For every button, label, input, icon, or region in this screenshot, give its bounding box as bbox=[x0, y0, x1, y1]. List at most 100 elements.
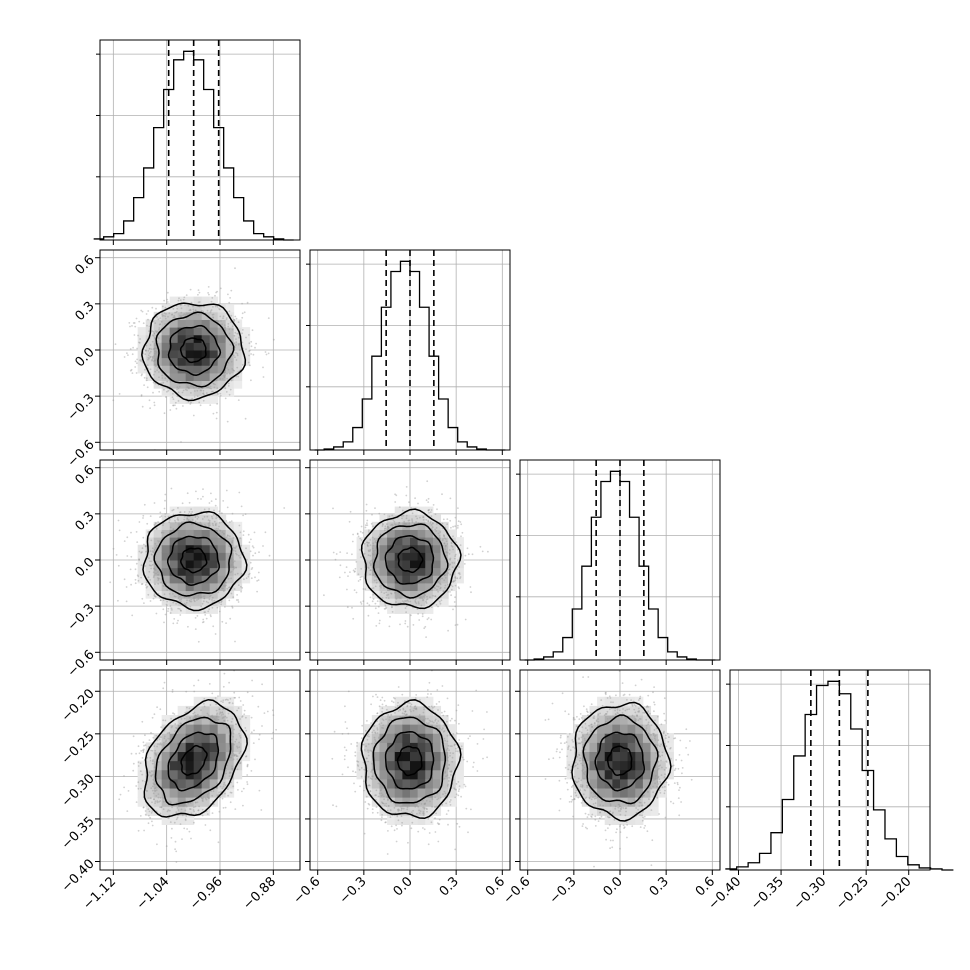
scatter-point bbox=[581, 784, 584, 786]
scatter-point bbox=[399, 708, 402, 711]
scatter-point bbox=[360, 556, 362, 559]
scatter-point bbox=[203, 305, 206, 308]
density-cell bbox=[417, 582, 426, 592]
scatter-point bbox=[174, 519, 176, 522]
density-cell bbox=[589, 733, 598, 743]
scatter-point bbox=[271, 737, 273, 740]
scatter-point bbox=[166, 589, 169, 591]
scatter-point bbox=[389, 615, 391, 618]
density-cell bbox=[642, 751, 652, 762]
scatter-point bbox=[217, 695, 219, 697]
scatter-point bbox=[424, 625, 427, 628]
scatter-point bbox=[245, 547, 247, 550]
scatter-point bbox=[169, 821, 172, 823]
scatter-point bbox=[227, 699, 229, 701]
scatter-point bbox=[137, 761, 140, 764]
density-cell bbox=[225, 696, 235, 707]
scatter-point bbox=[589, 712, 592, 714]
scatter-point bbox=[195, 714, 198, 717]
scatter-point bbox=[586, 733, 589, 736]
scatter-point bbox=[399, 805, 402, 808]
scatter-point bbox=[457, 781, 460, 783]
scatter-point bbox=[172, 508, 175, 511]
scatter-point bbox=[179, 304, 182, 307]
scatter-point bbox=[236, 745, 238, 748]
scatter-point bbox=[405, 605, 408, 608]
density-cell bbox=[161, 311, 171, 320]
density-cell bbox=[425, 733, 434, 743]
scatter-point bbox=[421, 613, 424, 615]
scatter-point bbox=[149, 797, 152, 799]
scatter-point bbox=[616, 708, 619, 711]
scatter-point bbox=[209, 829, 212, 832]
scatter-point bbox=[423, 593, 426, 596]
density-cell bbox=[394, 797, 403, 807]
density-cell bbox=[185, 342, 195, 351]
density-cell bbox=[201, 372, 211, 382]
scatter-point bbox=[386, 853, 389, 855]
scatter-point bbox=[226, 764, 229, 767]
scatter-point bbox=[444, 584, 447, 587]
density-cell bbox=[402, 806, 411, 816]
scatter-point bbox=[164, 719, 167, 722]
scatter-point bbox=[156, 365, 159, 367]
density-cell bbox=[627, 696, 636, 707]
density-cell bbox=[379, 751, 388, 762]
scatter-point bbox=[412, 709, 415, 712]
scatter-point bbox=[141, 779, 144, 782]
density-cell bbox=[394, 715, 403, 725]
scatter-point bbox=[406, 625, 409, 628]
scatter-point bbox=[396, 828, 398, 830]
scatter-point bbox=[192, 414, 195, 417]
scatter-point bbox=[397, 523, 400, 526]
scatter-point bbox=[224, 699, 227, 701]
scatter-point bbox=[205, 392, 208, 394]
scatter-point bbox=[209, 704, 212, 706]
scatter-point bbox=[372, 587, 375, 589]
scatter-point bbox=[226, 506, 229, 509]
scatter-point bbox=[172, 528, 175, 531]
scatter-point bbox=[152, 355, 155, 358]
scatter-point bbox=[158, 323, 161, 326]
scatter-point bbox=[158, 743, 161, 746]
scatter-point bbox=[180, 307, 183, 310]
scatter-point bbox=[378, 541, 380, 544]
scatter-point bbox=[374, 731, 376, 734]
scatter-point bbox=[167, 315, 169, 318]
scatter-point bbox=[456, 750, 459, 753]
scatter-point bbox=[618, 810, 620, 812]
scatter-point bbox=[210, 300, 213, 303]
density-cell bbox=[201, 311, 211, 320]
scatter-point bbox=[621, 712, 624, 714]
scatter-point bbox=[175, 726, 178, 729]
histogram-3 bbox=[725, 680, 954, 871]
scatter-point bbox=[415, 521, 417, 523]
scatter-point bbox=[221, 787, 224, 790]
scatter-point bbox=[152, 335, 155, 337]
scatter-point bbox=[615, 694, 617, 697]
scatter-point bbox=[359, 578, 362, 581]
scatter-point bbox=[154, 359, 157, 362]
scatter-point bbox=[579, 788, 582, 791]
density-cell bbox=[225, 590, 235, 599]
scatter-point bbox=[434, 595, 436, 598]
density-cell bbox=[455, 778, 464, 789]
scatter-point bbox=[372, 549, 375, 552]
scatter-point bbox=[224, 784, 227, 787]
scatter-point bbox=[194, 617, 197, 619]
density-cell bbox=[153, 372, 163, 382]
scatter-point bbox=[365, 503, 368, 506]
scatter-point bbox=[612, 701, 614, 704]
density-cell bbox=[177, 806, 187, 816]
scatter-point bbox=[634, 711, 637, 714]
scatter-point bbox=[212, 306, 214, 308]
scatter-point bbox=[215, 517, 218, 519]
scatter-point bbox=[229, 756, 232, 758]
density-cell bbox=[217, 380, 227, 389]
scatter-point bbox=[182, 298, 185, 301]
scatter-point bbox=[378, 792, 381, 795]
scatter-point bbox=[174, 848, 177, 851]
scatter-point bbox=[189, 605, 192, 608]
scatter-point bbox=[561, 692, 564, 695]
scatter-point bbox=[155, 347, 158, 350]
